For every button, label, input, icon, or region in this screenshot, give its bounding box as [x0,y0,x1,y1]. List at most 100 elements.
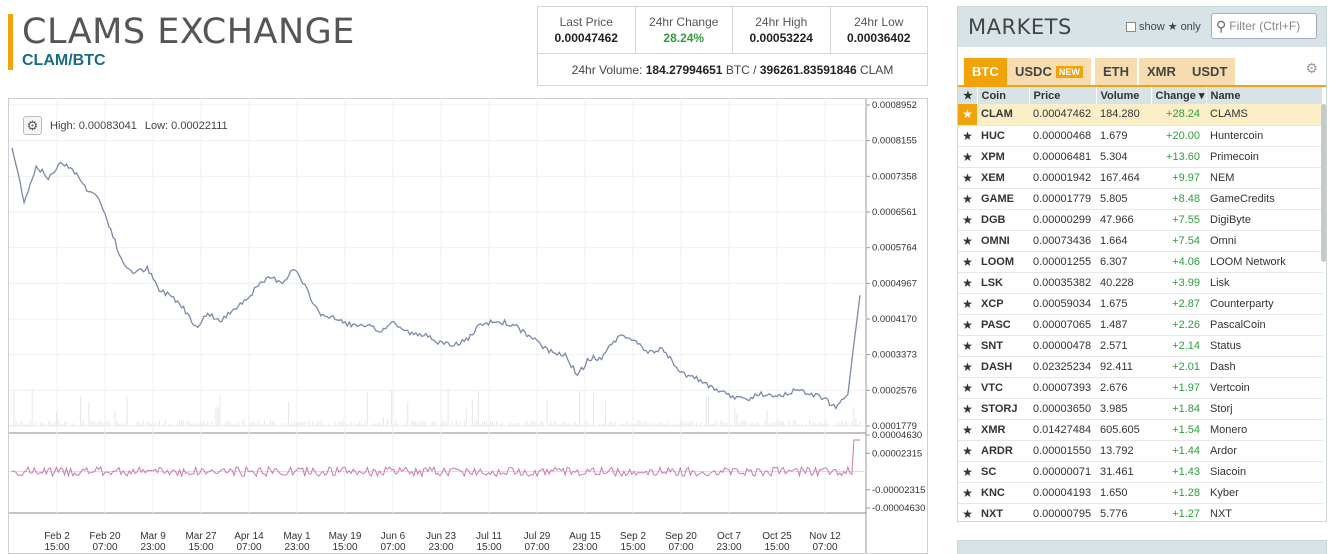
col-coin[interactable]: Coin [977,87,1030,104]
market-row[interactable]: ★ PASC 0.00007065 1.487 +2.26 PascalCoin [958,314,1323,336]
col-change[interactable]: Change ▾ [1151,87,1207,104]
row-volume: 2.676 [1096,377,1151,399]
x-tick-label: Jul 29 [524,531,551,542]
stat-value: 28.24% [663,31,705,45]
market-row[interactable]: ★ XEM 0.00001942 167.464 +9.97 NEM [958,167,1323,189]
market-row[interactable]: ★ XMR 0.01427484 605.605 +1.54 Monero [958,419,1323,441]
tab-usdt[interactable]: USDT [1184,58,1236,85]
market-row[interactable]: ★ OMNI 0.00073436 1.664 +7.54 Omni [958,230,1323,252]
market-row[interactable]: ★ CLAM 0.00047462 184.280 +28.24 CLAMS [958,104,1323,126]
star-icon[interactable]: ★ [958,440,977,462]
row-coin: XMR [977,419,1029,441]
row-change: +1.97 [1151,377,1206,399]
market-row[interactable]: ★ XPM 0.00006481 5.304 +13.60 Primecoin [958,146,1323,168]
indicator-tick-label: -0.00002315 [872,485,925,496]
star-icon[interactable]: ★ [958,335,977,357]
row-coin: VTC [977,377,1029,399]
row-coin: XCP [977,293,1029,315]
market-row[interactable]: ★ LSK 0.00035382 40.228 +3.99 Lisk [958,272,1323,294]
x-tick-label: May 1 [283,531,311,542]
favorites-checkbox[interactable] [1126,21,1136,32]
markets-table: ★ Coin Price Volume Change ▾ Name ★ CLAM 0… [958,87,1323,521]
star-icon[interactable]: ★ [958,146,977,168]
row-price: 0.00000468 [1029,125,1096,147]
star-icon[interactable]: ★ [958,125,977,147]
market-row[interactable]: ★ KNC 0.00004193 1.650 +1.28 Kyber [958,482,1323,504]
market-row[interactable]: ★ NXT 0.00000795 5.776 +1.27 NXT [958,503,1323,521]
chart-toolbar: ⚙ High: 0.00083041 Low: 0.00022111 [23,116,228,135]
star-icon[interactable]: ★ [958,188,977,210]
row-change: +1.27 [1151,503,1206,521]
star-icon[interactable]: ★ [958,314,977,336]
y-tick-label: 0.0005764 [872,243,917,254]
row-coin: SC [977,461,1029,483]
star-icon[interactable]: ★ [958,209,977,231]
star-icon[interactable]: ★ [958,482,977,504]
col-volume[interactable]: Volume [1096,87,1152,104]
row-change: +3.99 [1151,272,1206,294]
star-icon[interactable]: ★ [958,167,977,189]
show-favorites-toggle[interactable]: show ★ only [1126,20,1201,33]
tab-usdc[interactable]: USDC NEW [1007,58,1091,85]
markets-scrollbar[interactable] [1321,104,1326,262]
market-row[interactable]: ★ VTC 0.00007393 2.676 +1.97 Vertcoin [958,377,1323,399]
row-price: 0.00003650 [1029,398,1096,420]
market-row[interactable]: ★ GAME 0.00001779 5.805 +8.48 GameCredits [958,188,1323,210]
market-row[interactable]: ★ DASH 0.02325234 92.411 +2.01 Dash [958,356,1323,378]
market-row[interactable]: ★ STORJ 0.00003650 3.985 +1.84 Storj [958,398,1323,420]
market-row[interactable]: ★ SNT 0.00000478 2.571 +2.14 Status [958,335,1323,357]
row-name: DigiByte [1206,209,1323,231]
star-icon[interactable]: ★ [958,419,977,441]
x-tick-label: 07:00 [92,542,117,553]
x-tick-label: 07:00 [380,542,405,553]
star-icon[interactable]: ★ [958,104,977,126]
star-icon[interactable]: ★ [958,398,977,420]
row-name: CLAMS [1206,104,1323,126]
market-row[interactable]: ★ ARDR 0.00001550 13.792 +1.44 Ardor [958,440,1323,462]
col-name[interactable]: Name [1206,87,1323,104]
star-icon[interactable]: ★ [958,251,977,273]
market-row[interactable]: ★ DGB 0.00000299 47.966 +7.55 DigiByte [958,209,1323,231]
market-row[interactable]: ★ SC 0.00000071 31.461 +1.43 Siacoin [958,461,1323,483]
market-row[interactable]: ★ XCP 0.00059034 1.675 +2.87 Counterparty [958,293,1323,315]
row-change: +1.44 [1151,440,1206,462]
stat-low: 24hr Low 0.00036402 [831,7,928,53]
gear-icon[interactable]: ⚙ [23,116,42,135]
gear-icon[interactable]: ⚙ [1305,60,1318,76]
tab-label: USDT [1192,64,1228,79]
star-icon[interactable]: ★ [958,356,977,378]
x-tick-label: Oct 25 [762,531,792,542]
tab-xmr[interactable]: XMR [1139,58,1184,85]
row-coin: STORJ [977,398,1029,420]
col-star[interactable]: ★ [958,87,978,104]
star-icon[interactable]: ★ [958,272,977,294]
x-tick-label: Oct 7 [717,531,741,542]
row-price: 0.01427484 [1029,419,1096,441]
star-icon[interactable]: ★ [958,293,977,315]
row-change: +2.01 [1151,356,1206,378]
tab-btc[interactable]: BTC [964,58,1007,85]
row-volume: 6.307 [1096,251,1151,273]
row-volume: 5.304 [1096,146,1151,168]
price-chart[interactable]: Feb 2 15:00 Feb 20 07:00 Mar 9 23:00 Mar 27 15:… [8,98,928,554]
row-coin: LSK [977,272,1029,294]
stat-value: 0.00036402 [847,31,911,45]
row-price: 0.00073436 [1029,230,1096,252]
star-icon[interactable]: ★ [958,230,977,252]
x-tick-label: Feb 20 [89,531,121,542]
filter-placeholder: Filter (Ctrl+F) [1229,19,1301,33]
filter-input[interactable]: ⚲ Filter (Ctrl+F) [1211,13,1317,39]
tab-eth[interactable]: ETH [1095,58,1137,85]
market-row[interactable]: ★ HUC 0.00000468 1.679 +20.00 Huntercoin [958,125,1323,147]
tab-label: USDC [1015,64,1052,79]
star-icon[interactable]: ★ [958,503,977,521]
row-name: Ardor [1206,440,1323,462]
market-row[interactable]: ★ LOOM 0.00001255 6.307 +4.06 LOOM Network [958,251,1323,273]
col-price[interactable]: Price [1029,87,1097,104]
row-name: Lisk [1206,272,1323,294]
star-icon[interactable]: ★ [958,461,977,483]
x-tick-label: Jun 23 [426,531,456,542]
x-tick-label: Mar 9 [140,531,166,542]
star-icon[interactable]: ★ [958,377,977,399]
